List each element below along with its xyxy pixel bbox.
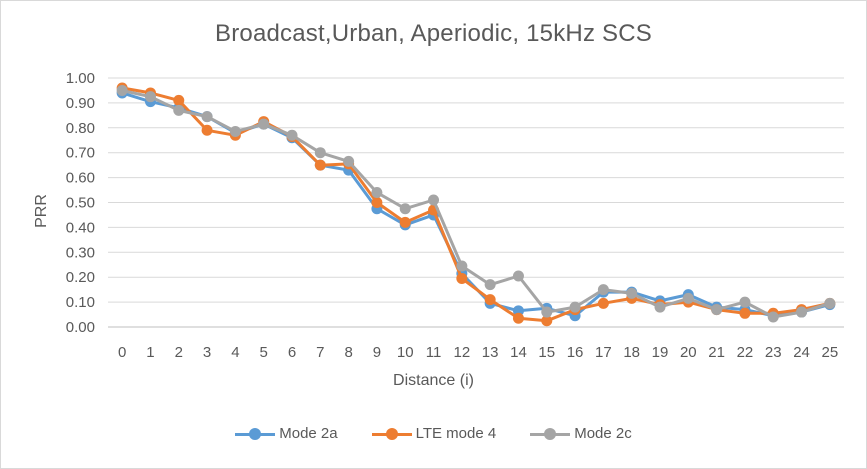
- series-2-point-11: [428, 194, 440, 206]
- series-2-point-9: [371, 187, 383, 199]
- series-1-point-17: [597, 297, 609, 309]
- x-tick-label-4: 4: [231, 344, 239, 361]
- legend-swatch-series-1: [371, 427, 412, 441]
- series-2-point-12: [456, 260, 468, 272]
- series-2-point-24: [796, 306, 808, 318]
- x-tick-label-15: 15: [538, 344, 555, 361]
- series-2-point-16: [569, 301, 581, 313]
- series-line-2: [120, 89, 832, 319]
- x-tick-label-2: 2: [175, 344, 183, 361]
- x-tick-label-24: 24: [793, 344, 810, 361]
- series-2-point-1: [144, 91, 156, 103]
- series-2-point-22: [739, 296, 751, 308]
- series-1-point-22: [739, 307, 751, 319]
- x-tick-label-10: 10: [397, 344, 414, 361]
- series-1-point-10: [399, 216, 411, 228]
- x-tick-label-6: 6: [288, 344, 296, 361]
- legend-label-series-2: Mode 2c: [574, 425, 632, 442]
- series-2-point-6: [286, 129, 298, 141]
- series-2-point-4: [229, 126, 241, 138]
- x-tick-label-16: 16: [567, 344, 584, 361]
- series-2-point-23: [767, 311, 779, 323]
- y-tick-label-6: 0.60: [66, 170, 95, 187]
- y-tick-label-9: 0.90: [66, 95, 95, 112]
- x-tick-label-12: 12: [454, 344, 471, 361]
- x-tick-label-22: 22: [737, 344, 754, 361]
- legend-item-series-1: LTE mode 4: [371, 425, 497, 442]
- series-1-point-2: [173, 94, 185, 106]
- y-tick-label-8: 0.80: [66, 120, 95, 137]
- x-tick-label-0: 0: [118, 344, 126, 361]
- series-2-point-8: [343, 155, 355, 167]
- legend-label-series-1: LTE mode 4: [415, 425, 497, 442]
- y-tick-label-0: 0.00: [66, 319, 95, 336]
- y-tick-label-5: 0.50: [66, 195, 95, 212]
- y-tick-label-10: 1.00: [66, 70, 95, 87]
- series-2-point-18: [626, 287, 638, 299]
- series-2-point-17: [597, 284, 609, 296]
- series-2-point-7: [314, 147, 326, 159]
- chart-title: Broadcast,Urban, Aperiodic, 15kHz SCS: [215, 20, 652, 47]
- x-tick-label-19: 19: [652, 344, 669, 361]
- legend-swatch-series-0: [235, 427, 276, 441]
- series-1-point-12: [456, 272, 468, 284]
- x-tick-label-17: 17: [595, 344, 612, 361]
- series-2-point-10: [399, 203, 411, 215]
- y-tick-label-7: 0.70: [66, 145, 95, 162]
- x-tick-label-8: 8: [344, 344, 352, 361]
- x-tick-label-1: 1: [146, 344, 154, 361]
- legend-label-series-0: Mode 2a: [279, 425, 338, 442]
- x-tick-label-3: 3: [203, 344, 211, 361]
- series-1-point-7: [314, 159, 326, 171]
- x-tick-label-23: 23: [765, 344, 782, 361]
- series-2-point-21: [711, 304, 723, 316]
- series-2-point-13: [484, 279, 496, 291]
- series-2-point-3: [201, 111, 213, 123]
- x-tick-label-13: 13: [482, 344, 499, 361]
- series-2-point-19: [654, 301, 666, 313]
- x-tick-label-7: 7: [316, 344, 324, 361]
- series-1-point-14: [512, 312, 524, 324]
- series-2-point-15: [541, 306, 553, 318]
- x-tick-label-18: 18: [623, 344, 640, 361]
- series-2-point-2: [173, 104, 185, 116]
- chart-legend: Mode 2a LTE mode 4 Mode 2c: [0, 425, 867, 442]
- series-line-1: [120, 86, 832, 323]
- series-2-point-14: [512, 270, 524, 282]
- series-1-point-3: [201, 124, 213, 136]
- legend-item-series-2: Mode 2c: [530, 425, 632, 442]
- y-tick-label-1: 0.10: [66, 294, 95, 311]
- y-tick-label-2: 0.20: [66, 269, 95, 286]
- x-tick-label-25: 25: [822, 344, 839, 361]
- legend-swatch-series-2: [530, 427, 571, 441]
- y-tick-label-4: 0.40: [66, 219, 95, 236]
- y-tick-label-3: 0.30: [66, 244, 95, 261]
- series-2-point-20: [682, 292, 694, 304]
- series-1-point-13: [484, 294, 496, 306]
- x-tick-label-20: 20: [680, 344, 697, 361]
- x-tick-label-14: 14: [510, 344, 527, 361]
- x-tick-label-21: 21: [708, 344, 725, 361]
- x-axis-label: Distance (i): [393, 372, 474, 389]
- x-tick-label-11: 11: [426, 344, 442, 361]
- x-tick-label-5: 5: [260, 344, 268, 361]
- series-2-point-25: [824, 297, 836, 309]
- series-2-point-5: [258, 118, 270, 130]
- series-1-point-15: [541, 315, 553, 327]
- x-tick-label-9: 9: [373, 344, 381, 361]
- series-2-point-0: [116, 84, 128, 96]
- legend-item-series-0: Mode 2a: [235, 425, 338, 442]
- series-1-point-9: [371, 197, 383, 208]
